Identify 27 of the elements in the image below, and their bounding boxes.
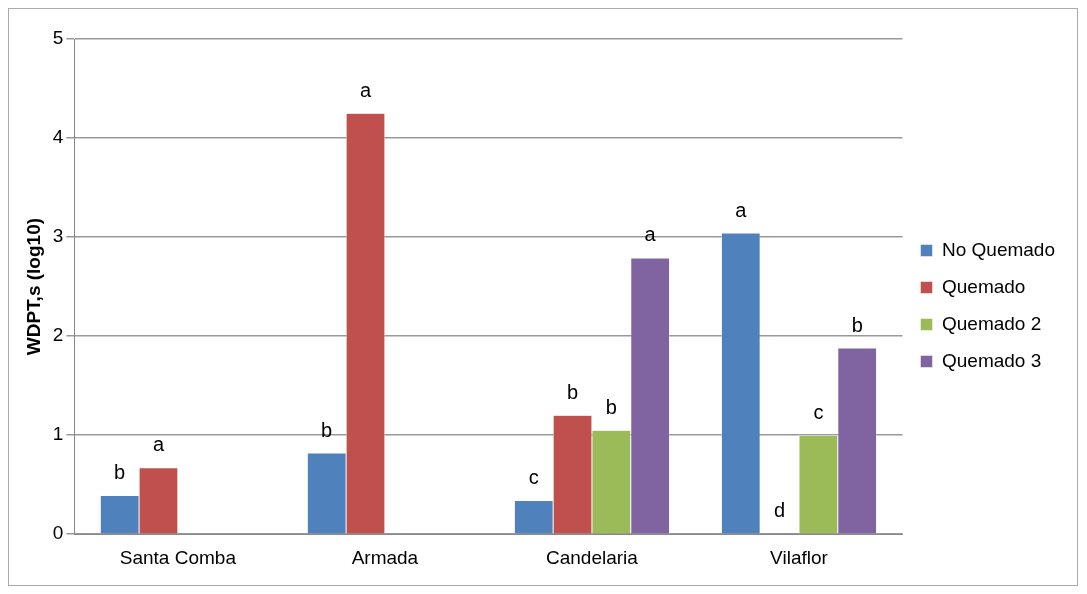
legend-label: Quemado 3 xyxy=(941,349,1042,371)
legend-label: Quemado 2 xyxy=(941,312,1042,334)
x-tick-label: Santa Comba xyxy=(119,546,237,568)
y-tick-label: 2 xyxy=(52,324,64,346)
data-label: a xyxy=(735,198,748,221)
data-label: a xyxy=(152,433,165,456)
y-tick-label: 4 xyxy=(52,126,64,148)
data-label: c xyxy=(528,466,539,489)
y-tick-label: 1 xyxy=(52,423,64,445)
x-tick-label: Vilaflor xyxy=(770,546,829,568)
legend-label: No Quemado xyxy=(941,238,1056,260)
data-label: c xyxy=(813,400,824,423)
x-tick-label: Armada xyxy=(351,546,419,568)
data-label: d xyxy=(774,498,786,521)
y-tick-label: 3 xyxy=(52,225,64,247)
y-tick-label: 5 xyxy=(52,27,64,49)
data-label: b xyxy=(566,380,579,403)
data-label: b xyxy=(321,418,333,441)
y-axis-title: WDPT,s (log10) xyxy=(22,217,44,356)
legend-label: Quemado xyxy=(941,275,1026,297)
data-label: a xyxy=(644,223,657,246)
x-tick-label: Candelaria xyxy=(545,546,639,568)
y-tick-label: 0 xyxy=(52,522,64,544)
data-label: a xyxy=(359,78,372,101)
data-label: b xyxy=(851,313,863,336)
data-label: b xyxy=(605,395,617,418)
data-label: b xyxy=(114,461,126,484)
